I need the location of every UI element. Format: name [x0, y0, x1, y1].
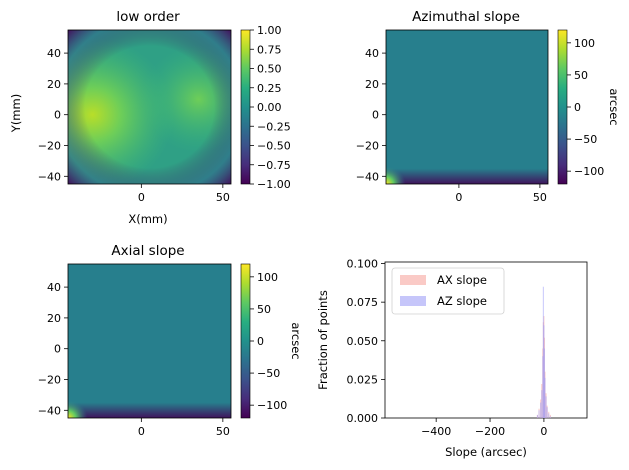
y-tick-label: 0.075 — [347, 296, 379, 309]
low-order-panel: low order 40 20 0 −20 −40 0 50 X(mm) Y(mm) 1.… — [9, 9, 291, 226]
axial-slope-y-ticks: 40 20 0 −20 −40 — [38, 281, 68, 417]
x-tick-label: 0 — [138, 191, 145, 204]
azimuthal-slope-panel: Azimuthal slope 40 20 0 −20 −40 0 50 100 50 0 −5… — [356, 9, 621, 204]
y-tick-label: 0 — [54, 109, 61, 122]
histogram-bar — [549, 416, 551, 418]
colorbar-tick-label: −100 — [257, 399, 287, 412]
legend-label-az: AZ slope — [437, 294, 487, 308]
colorbar-tick-label: −100 — [574, 165, 604, 178]
colorbar-tick-label: 100 — [574, 37, 595, 50]
low-order-colorbar-ticks: 1.00 0.75 0.50 0.25 0.00 −0.25 −0.50 −0.75 −1.00 — [250, 24, 291, 191]
low-order-y-ticks: 40 20 0 −20 −40 — [38, 47, 68, 183]
x-tick-label: −400 — [421, 425, 451, 438]
low-order-heatmap — [67, 29, 232, 185]
y-tick-label: −20 — [356, 140, 379, 153]
legend-swatch-ax — [400, 275, 426, 285]
colorbar-tick-label: −0.25 — [257, 120, 291, 133]
axial-slope-colorbar-ticks: 100 50 0 −50 −100 — [250, 271, 287, 412]
colorbar-tick-label: −0.75 — [257, 159, 291, 172]
colorbar-tick-label: 50 — [574, 69, 588, 82]
y-tick-label: 40 — [47, 281, 61, 294]
colorbar-tick-label: −0.50 — [257, 140, 291, 153]
azimuthal-slope-y-ticks: 40 20 0 −20 −40 — [356, 47, 386, 183]
axial-slope-colorbar: 100 50 0 −50 −100 — [240, 263, 287, 419]
axial-slope-panel: Axial slope 40 20 0 −20 −40 0 50 100 50 0 −50 −10… — [38, 243, 303, 438]
y-tick-label: 0 — [54, 343, 61, 356]
low-order-x-ticks: 0 50 — [138, 184, 230, 204]
y-tick-label: 20 — [47, 78, 61, 91]
x-tick-label: 0 — [540, 425, 547, 438]
low-order-xlabel: X(mm) — [128, 212, 167, 226]
x-tick-label: 50 — [216, 191, 230, 204]
slope-histogram-panel: 0.000 0.025 0.050 0.075 0.100 −400 −200 0 Slop… — [316, 258, 588, 459]
colorbar-tick-label: −1.00 — [257, 178, 291, 191]
histogram-ylabel: Fraction of points — [316, 290, 330, 390]
colorbar-tick-label: 0.00 — [257, 101, 282, 114]
azimuthal-slope-colorbar-ticks: 100 50 0 −50 −100 — [567, 37, 604, 178]
y-tick-label: 0.100 — [347, 258, 379, 271]
y-tick-label: −40 — [38, 404, 61, 417]
colorbar-tick-label: −50 — [257, 367, 280, 380]
histogram-bar — [543, 325, 545, 418]
y-tick-label: 40 — [365, 47, 379, 60]
azimuthal-slope-colorbar: 100 50 0 −50 −100 — [557, 29, 604, 185]
y-tick-label: −40 — [38, 170, 61, 183]
colorbar-tick-label: 0.25 — [257, 82, 282, 95]
histogram-bar — [544, 377, 546, 418]
y-tick-label: −40 — [356, 170, 379, 183]
histogram-bar — [545, 396, 547, 418]
colorbar-tick-label: 0 — [574, 101, 581, 114]
colorbar-tick-label: 0.50 — [257, 63, 282, 76]
colorbar-tick-label: 1.00 — [257, 24, 282, 37]
azimuthal-slope-title: Azimuthal slope — [412, 9, 520, 25]
x-tick-label: 50 — [216, 425, 230, 438]
histogram-bar — [538, 410, 540, 418]
y-tick-label: 0 — [372, 109, 379, 122]
colorbar-tick-label: 50 — [257, 303, 271, 316]
y-tick-label: 40 — [47, 47, 61, 60]
histogram-bar — [540, 402, 542, 418]
y-tick-label: 0.000 — [347, 412, 379, 425]
axial-slope-title: Axial slope — [111, 243, 184, 259]
histogram-bar — [541, 390, 543, 418]
histogram-bar — [548, 413, 550, 418]
colorbar-tick-label: 100 — [257, 271, 278, 284]
y-tick-label: 0.025 — [347, 373, 379, 386]
x-tick-label: 0 — [138, 425, 145, 438]
azimuthal-slope-heatmap — [385, 29, 549, 185]
histogram-x-ticks: −400 −200 0 — [421, 418, 547, 438]
histogram-bars — [536, 286, 551, 418]
x-tick-label: 0 — [455, 191, 462, 204]
histogram-y-ticks: 0.000 0.025 0.050 0.075 0.100 — [347, 258, 385, 425]
legend-label-ax: AX slope — [437, 273, 487, 287]
y-tick-label: 20 — [47, 312, 61, 325]
low-order-colorbar: 1.00 0.75 0.50 0.25 0.00 −0.25 −0.50 −0.75 −1.00 — [240, 24, 291, 191]
y-tick-label: −20 — [38, 374, 61, 387]
low-order-title: low order — [116, 9, 180, 25]
y-tick-label: −20 — [38, 140, 61, 153]
histogram-xlabel: Slope (arcsec) — [445, 445, 527, 459]
axial-slope-heatmap — [67, 263, 232, 419]
histogram-bar — [546, 407, 548, 418]
histogram-bar — [536, 414, 538, 418]
azimuthal-slope-x-ticks: 0 50 — [455, 184, 547, 204]
legend-swatch-az — [400, 296, 426, 306]
histogram-legend: AX slope AZ slope — [391, 267, 505, 315]
axial-slope-x-ticks: 0 50 — [138, 418, 230, 438]
colorbar-tick-label: 0.75 — [257, 43, 282, 56]
colorbar-tick-label: 0 — [257, 335, 264, 348]
y-tick-label: 20 — [365, 78, 379, 91]
x-tick-label: −200 — [475, 425, 505, 438]
axial-slope-colorbar-label: arcsec — [289, 322, 303, 359]
colorbar-tick-label: −50 — [574, 133, 597, 146]
y-tick-label: 0.050 — [347, 335, 379, 348]
x-tick-label: 50 — [533, 191, 547, 204]
low-order-ylabel: Y(mm) — [9, 94, 23, 133]
azimuthal-slope-colorbar-label: arcsec — [607, 88, 621, 125]
